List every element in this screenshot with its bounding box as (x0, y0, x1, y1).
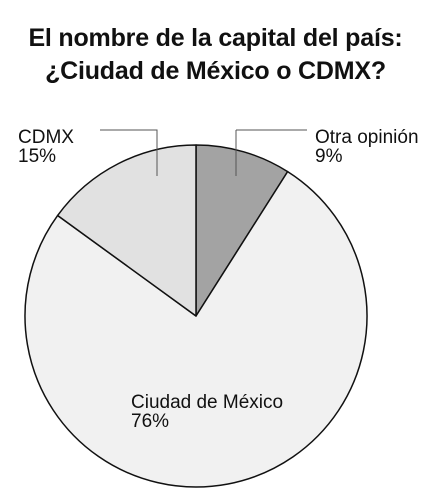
slice-label-cdmx: CDMX (18, 127, 74, 148)
pie-slice-otra-opinion (195, 144, 289, 317)
pie-slice-cdmx (56, 144, 197, 317)
chart-title-line-1: El nombre de la capital del país: (28, 24, 403, 52)
pie-slice-ciudad-de-mexico (24, 170, 368, 488)
slice-value-ciudad-de-mexico: 76% (131, 411, 169, 432)
chart-title: El nombre de la capital del país: ¿Ciuda… (0, 22, 431, 88)
slice-label-otra-opinion: Otra opinión (315, 127, 419, 148)
leader-line-cdmx (100, 129, 158, 176)
slice-label-ciudad-de-mexico: Ciudad de México (131, 392, 283, 413)
chart-title-line-2: ¿Ciudad de México o CDMX? (45, 57, 386, 85)
slice-value-cdmx: 15% (18, 146, 56, 167)
slice-value-otra-opinion: 9% (315, 146, 343, 167)
